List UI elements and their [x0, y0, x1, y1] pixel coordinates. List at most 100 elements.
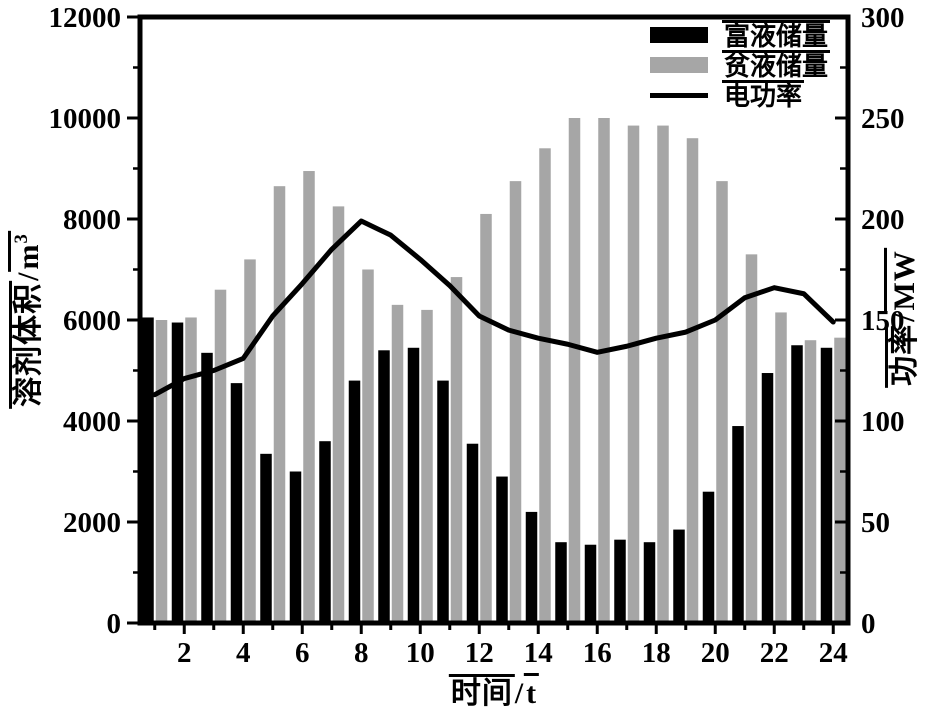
legend-item-lean-liquid: 贫液储量	[650, 49, 831, 81]
tick-label: 10	[406, 637, 435, 669]
bar-lean-liquid-storage-11	[450, 277, 463, 623]
tick-label: 50	[861, 507, 890, 539]
tick-label: 0	[861, 608, 876, 640]
bar-lean-liquid-storage-15	[568, 118, 581, 623]
bar-rich-liquid-storage-4	[230, 383, 243, 623]
bar-lean-liquid-storage-3	[214, 289, 227, 623]
black-bar-swatch-icon	[650, 27, 708, 43]
tick-label: 24	[819, 637, 848, 669]
tick-label: 14	[524, 637, 553, 669]
right-axis-title-unit: MW	[884, 248, 921, 313]
bar-lean-liquid-storage-2	[185, 317, 197, 623]
bar-rich-liquid-storage-13	[496, 476, 508, 623]
plot-frame	[137, 14, 851, 626]
legend-label: 富液储量	[722, 19, 831, 51]
bar-lean-liquid-storage-22	[775, 312, 787, 623]
bar-lean-liquid-storage-10	[421, 309, 433, 623]
bar-lean-liquid-storage-8	[362, 269, 374, 623]
tick-label: 20	[701, 637, 730, 669]
tick-label: 150	[861, 305, 905, 337]
bar-rich-liquid-storage-5	[260, 453, 272, 623]
bar-rich-liquid-storage-6	[289, 471, 302, 623]
bar-lean-liquid-storage-1	[155, 320, 168, 623]
bar-lean-liquid-storage-13	[509, 181, 522, 623]
power-line	[152, 218, 836, 398]
right-axis-title: 功率/MW	[884, 248, 922, 388]
bar-rich-liquid-storage-16	[584, 544, 597, 623]
x-axis-title-text: 时间	[448, 674, 515, 710]
legend-item-power: 电功率	[650, 79, 830, 111]
bar-rich-liquid-storage-1	[142, 317, 154, 623]
bar-lean-liquid-storage-21	[745, 254, 758, 623]
left-axis-title-text: 溶剂体积	[9, 280, 45, 409]
tick-label: 2000	[63, 507, 121, 539]
tick-label: 8000	[63, 204, 121, 236]
right-axis-title-text: 功率	[885, 321, 921, 388]
bar-rich-liquid-storage-22	[761, 373, 774, 623]
bar-lean-liquid-storage-16	[598, 118, 610, 623]
gray-bar-swatch-icon	[650, 57, 708, 73]
tick-label: 100	[861, 406, 905, 438]
legend-label: 电功率	[722, 79, 805, 111]
tick-label: 300	[861, 2, 905, 34]
legend-item-rich-liquid: 富液储量	[650, 19, 831, 51]
x-axis-title: 时间/t	[448, 673, 540, 711]
bar-lean-liquid-storage-6	[303, 171, 315, 623]
bar-lean-liquid-storage-14	[539, 148, 551, 624]
x-axis-title-unit: t	[524, 673, 540, 710]
legend-label: 贫液储量	[722, 49, 831, 81]
bar-lean-liquid-storage-20	[716, 181, 728, 623]
bar-lean-liquid-storage-7	[332, 206, 345, 623]
bar-rich-liquid-storage-2	[171, 322, 184, 623]
bar-lean-liquid-storage-9	[391, 304, 404, 623]
tick-label: 6	[295, 637, 310, 669]
bar-rich-liquid-storage-10	[407, 347, 420, 623]
bar-lean-liquid-storage-19	[686, 138, 699, 623]
left-axis-title-separator: /	[12, 271, 45, 281]
bar-rich-liquid-storage-11	[437, 380, 449, 623]
tick-label: 250	[861, 103, 905, 135]
tick-label: 18	[642, 637, 671, 669]
left-axis-title-unit: m3	[8, 231, 45, 272]
tick-label: 8	[354, 637, 369, 669]
bar-rich-liquid-storage-14	[525, 511, 538, 623]
bar-lean-liquid-storage-23	[804, 340, 817, 623]
tick-label: 12	[465, 637, 494, 669]
line-swatch-icon	[650, 92, 708, 98]
bar-rich-liquid-storage-17	[614, 539, 626, 623]
bar-lean-liquid-storage-5	[273, 186, 286, 624]
tick-label: 4	[236, 637, 251, 669]
bar-rich-liquid-storage-20	[702, 491, 715, 623]
tick-label: 12000	[49, 2, 122, 34]
bar-rich-liquid-storage-19	[673, 529, 685, 623]
tick-label: 2	[177, 637, 192, 669]
bar-rich-liquid-storage-23	[791, 345, 803, 623]
tick-label: 22	[760, 637, 789, 669]
x-axis-title-separator: /	[514, 677, 525, 710]
bar-rich-liquid-storage-21	[732, 426, 744, 623]
tick-label: 200	[861, 204, 905, 236]
bar-rich-liquid-storage-15	[555, 542, 567, 623]
bar-rich-liquid-storage-12	[466, 443, 479, 623]
right-axis-title-separator: /	[888, 312, 921, 322]
bar-rich-liquid-storage-9	[378, 350, 390, 623]
tick-label: 0	[107, 608, 122, 640]
tick-label: 6000	[63, 305, 121, 337]
bar-rich-liquid-storage-3	[201, 352, 213, 623]
left-axis-title: 溶剂体积/m3	[8, 231, 46, 409]
bar-lean-liquid-storage-17	[627, 125, 640, 623]
legend: 富液储量 贫液储量 电功率	[650, 19, 831, 111]
bar-rich-liquid-storage-24	[820, 347, 833, 623]
tick-label: 16	[583, 637, 612, 669]
bar-lean-liquid-storage-18	[657, 125, 669, 623]
bar-rich-liquid-storage-18	[643, 542, 656, 623]
bar-lean-liquid-storage-24	[834, 337, 846, 623]
bar-lean-liquid-storage-12	[480, 213, 492, 623]
bar-rich-liquid-storage-7	[319, 441, 331, 623]
bar-lean-liquid-storage-4	[244, 259, 256, 623]
bar-rich-liquid-storage-8	[348, 380, 361, 623]
tick-label: 10000	[49, 103, 122, 135]
tick-label: 4000	[63, 406, 121, 438]
